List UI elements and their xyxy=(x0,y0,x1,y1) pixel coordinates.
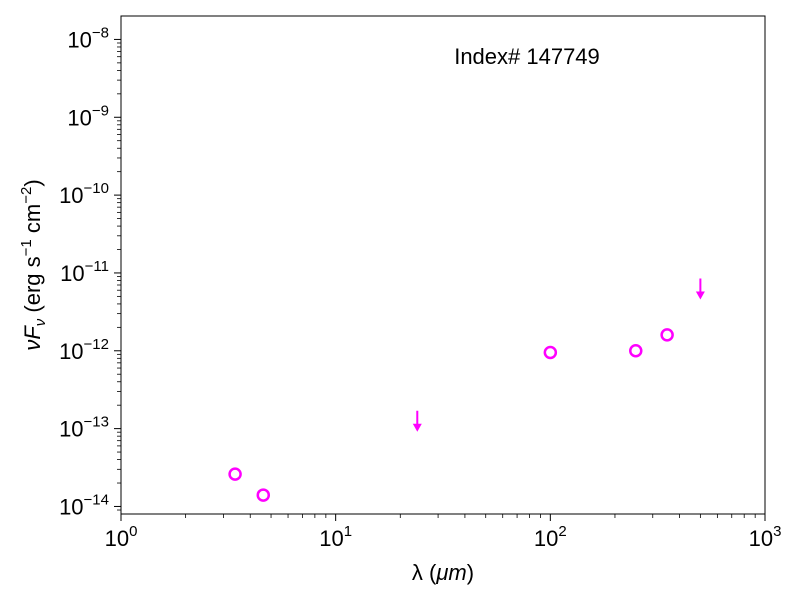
y-tick-label-base: 10 xyxy=(60,261,84,286)
y-tick-label-exp: −12 xyxy=(84,336,109,353)
x-tick-label-base: 10 xyxy=(749,526,773,551)
y-tick-label-base: 10 xyxy=(67,27,91,52)
y-axis-label: νFν (erg s−1 cm−2) xyxy=(18,179,49,350)
x-tick-label-exp: 2 xyxy=(558,523,566,540)
y-axis-label-sub: ν xyxy=(32,318,49,326)
x-tick-label-exp: 1 xyxy=(344,523,352,540)
x-tick-label-exp: 3 xyxy=(773,523,781,540)
x-tick-label-exp: 0 xyxy=(129,523,137,540)
y-tick-label-base: 10 xyxy=(59,339,83,364)
y-tick-label-exp: −14 xyxy=(84,491,109,508)
y-tick-label: 10−12 xyxy=(59,336,109,364)
data-point-marker xyxy=(660,328,674,342)
y-tick-label-base: 10 xyxy=(59,417,83,442)
y-axis-label-open: (erg s xyxy=(20,256,45,318)
y-axis-label-exp2: −2 xyxy=(18,187,35,204)
y-tick-label-exp: −10 xyxy=(84,180,109,197)
y-axis-label-exp1: −1 xyxy=(18,239,35,256)
y-tick-label: 10−9 xyxy=(67,102,109,130)
data-point-marker xyxy=(256,488,271,502)
y-tick-label-base: 10 xyxy=(59,494,83,519)
plot-area: 100 101 102 103 10−1410−1310−1210−1110−1010… xyxy=(59,15,782,551)
data-point-marker xyxy=(228,467,242,481)
y-axis-label-mid: cm xyxy=(20,204,45,239)
plot-frame xyxy=(120,15,766,515)
upper-limit-arrow-head xyxy=(412,423,422,432)
upper-limit-arrow xyxy=(695,278,705,300)
y-tick-label-exp: −13 xyxy=(84,414,109,431)
x-axis-label: λ (μm) xyxy=(412,560,474,585)
y-tick-label-exp: −8 xyxy=(92,24,109,41)
y-tick-label-exp: −11 xyxy=(85,258,109,275)
x-axis-label-suffix: ) xyxy=(467,560,474,585)
y-tick-label: 10−14 xyxy=(59,491,109,519)
x-tick-label: 102 xyxy=(534,523,567,551)
y-tick-label-exp: −9 xyxy=(92,102,109,119)
y-tick-label: 10−13 xyxy=(59,414,109,442)
data-point-marker xyxy=(543,345,558,360)
x-axis-label-prefix: λ ( xyxy=(412,560,437,585)
y-tick-label-base: 10 xyxy=(67,105,91,130)
y-tick-label: 10−10 xyxy=(59,180,109,208)
y-axis-label-lead: νF xyxy=(20,325,45,351)
upper-limit-arrow-head xyxy=(695,291,705,300)
upper-limit-arrow xyxy=(412,410,422,432)
x-axis-label-unit: μm xyxy=(435,560,466,585)
x-tick-label-base: 10 xyxy=(105,526,129,551)
y-tick-label: 10−11 xyxy=(60,258,109,286)
x-tick-label: 100 xyxy=(105,523,138,551)
data-point-marker xyxy=(629,344,643,358)
x-tick-label: 101 xyxy=(319,523,352,551)
y-axis-label-close: ) xyxy=(20,179,45,186)
x-tick-label: 103 xyxy=(749,523,782,551)
y-tick-label-base: 10 xyxy=(59,183,83,208)
x-axis-ticks: 100 101 102 103 xyxy=(105,514,782,551)
y-tick-label: 10−8 xyxy=(67,24,109,52)
chart-annotation: Index# 147749 xyxy=(454,44,600,69)
x-tick-label-base: 10 xyxy=(534,526,558,551)
data-markers xyxy=(228,278,705,502)
x-tick-label-base: 10 xyxy=(319,526,343,551)
